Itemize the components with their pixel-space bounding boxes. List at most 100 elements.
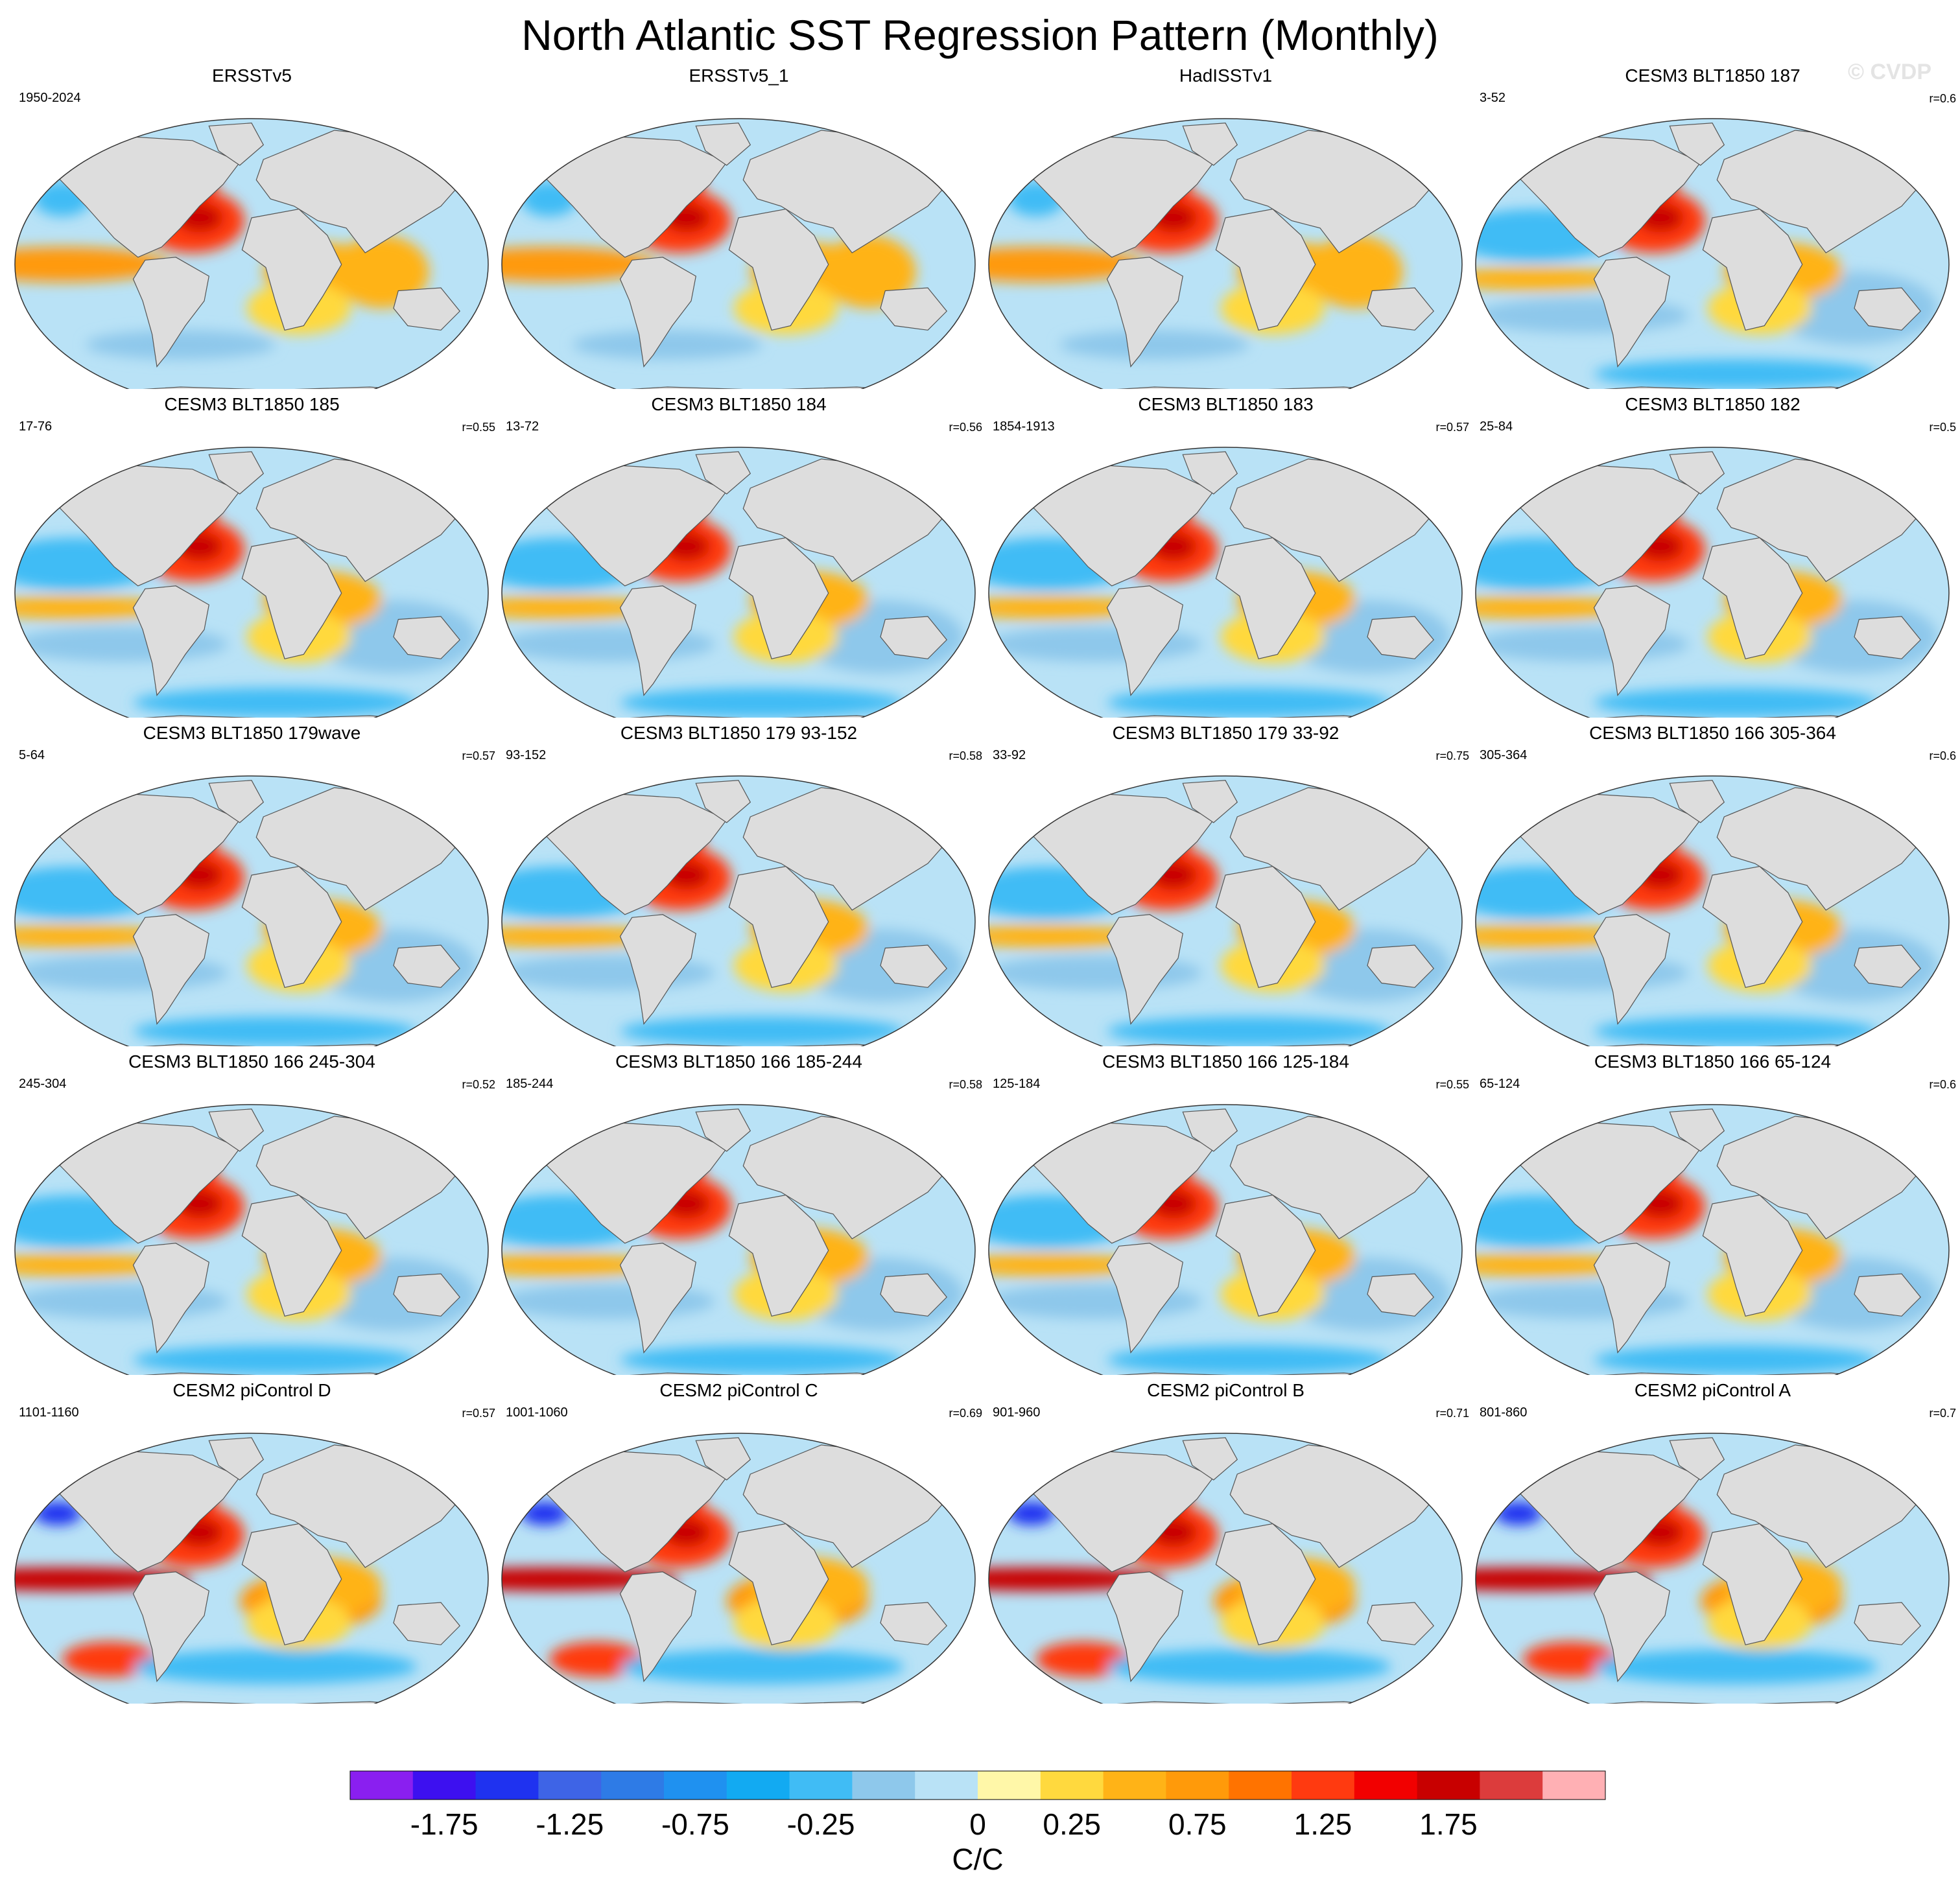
land-africa — [728, 865, 829, 989]
map-panel: ERSSTv5_1 — [495, 65, 982, 389]
land-north-america — [1518, 1121, 1701, 1244]
land-africa — [728, 208, 829, 331]
land-antarctica — [86, 1701, 442, 1704]
land-south-america — [132, 914, 209, 1025]
map-field — [14, 1433, 489, 1704]
anomaly-region — [1594, 359, 1878, 389]
panel-title: CESM3 BLT1850 166 305-364 — [1589, 723, 1836, 743]
anomaly-region — [989, 924, 1143, 948]
anomaly-region — [15, 1253, 169, 1277]
map-field — [988, 1433, 1463, 1704]
anomaly-region — [15, 247, 169, 282]
map-border — [501, 447, 976, 718]
map-field — [501, 1104, 976, 1375]
land-africa — [1215, 865, 1316, 989]
map-border — [988, 447, 1463, 718]
anomaly-region — [502, 596, 656, 620]
land-antarctica — [573, 1701, 928, 1704]
anomaly-region — [133, 1649, 418, 1684]
land-africa — [728, 537, 829, 660]
land-australia — [1367, 1273, 1435, 1317]
colorbar-swatch — [915, 1771, 978, 1800]
map-panel: CESM2 piControl D 1101-1160 r=0.57 — [8, 1379, 495, 1704]
anomaly-region — [620, 1345, 904, 1375]
land-australia — [1854, 616, 1922, 659]
map-field — [988, 775, 1463, 1046]
panel-correlation: r=0.6 — [1929, 92, 1956, 105]
map-border — [988, 1433, 1463, 1704]
land-south-america — [619, 585, 696, 696]
anomaly-region — [620, 1649, 904, 1684]
land-north-america — [1518, 793, 1701, 915]
panel-title: CESM3 BLT1850 179 93-152 — [620, 723, 858, 743]
map-border — [14, 1104, 489, 1375]
colorbar-outline — [349, 1770, 1606, 1800]
map-panel: CESM3 BLT1850 185 17-76 r=0.55 — [8, 393, 495, 718]
colorbar-tick-label: 0.25 — [1043, 1807, 1101, 1841]
colorbar-swatch — [789, 1771, 853, 1800]
panel-title: CESM3 BLT1850 166 185-244 — [615, 1051, 862, 1072]
land-africa — [728, 1194, 829, 1317]
land-australia — [393, 1602, 461, 1645]
panel-title: HadISSTv1 — [1179, 65, 1273, 86]
map-panel: CESM3 BLT1850 179wave 5-64 r=0.57 — [8, 722, 495, 1046]
land-greenland — [208, 1437, 265, 1481]
map-panel: CESM2 piControl C 1001-1060 r=0.69 — [495, 1379, 982, 1704]
anomaly-region — [502, 247, 656, 282]
land-south-america — [1106, 257, 1183, 368]
anomaly-region — [573, 330, 762, 360]
panel-correlation: r=0.58 — [949, 1078, 982, 1091]
land-greenland — [208, 1109, 265, 1152]
anomaly-region — [1594, 1345, 1878, 1375]
land-antarctica — [573, 1044, 928, 1046]
land-antarctica — [1059, 1044, 1415, 1046]
land-antarctica — [1546, 386, 1902, 389]
colorbar-swatch — [475, 1771, 539, 1800]
panel-years: 5-64 — [19, 748, 45, 762]
panel-title: CESM2 piControl D — [172, 1380, 331, 1400]
panel-years: 801-860 — [1480, 1405, 1528, 1420]
land-greenland — [695, 123, 751, 166]
land-south-america — [132, 585, 209, 696]
land-africa — [241, 865, 342, 989]
land-greenland — [695, 451, 751, 495]
map-border — [1475, 118, 1950, 389]
land-africa — [1215, 1523, 1316, 1646]
map-border — [1475, 1433, 1950, 1704]
panel-title: CESM3 BLT1850 179wave — [143, 723, 361, 743]
anomaly-region — [989, 1253, 1143, 1277]
land-greenland — [695, 1437, 751, 1481]
land-greenland — [1669, 451, 1725, 495]
colorbar-swatch — [538, 1771, 602, 1800]
panel-years: 1101-1160 — [19, 1405, 79, 1420]
panel-correlation: r=0.56 — [949, 421, 982, 434]
panel-correlation: r=0.57 — [462, 749, 495, 762]
land-greenland — [1182, 780, 1238, 823]
land-antarctica — [86, 386, 442, 389]
land-south-america — [1593, 585, 1670, 696]
land-greenland — [1669, 1109, 1725, 1152]
panel-years: 305-364 — [1480, 748, 1528, 762]
anomaly-region — [1523, 1641, 1618, 1677]
map-field — [501, 775, 976, 1046]
map-border — [14, 1433, 489, 1704]
anomaly-region — [1107, 1345, 1391, 1375]
panel-correlation: r=0.7 — [1929, 1407, 1956, 1420]
land-antarctica — [573, 386, 928, 389]
land-south-america — [1593, 914, 1670, 1025]
map-field — [14, 775, 489, 1046]
land-greenland — [208, 451, 265, 495]
colorbar-swatch — [664, 1771, 727, 1800]
anomaly-region — [1476, 267, 1630, 291]
panel-years: 1001-1060 — [506, 1405, 568, 1420]
land-africa — [1702, 537, 1803, 660]
land-africa — [1702, 1523, 1803, 1646]
land-australia — [1367, 287, 1435, 331]
panel-years: 185-244 — [506, 1077, 554, 1091]
land-africa — [1215, 537, 1316, 660]
land-antarctica — [573, 715, 928, 718]
panel-years: 1950-2024 — [19, 91, 81, 105]
map-border — [14, 118, 489, 389]
land-australia — [880, 1602, 948, 1645]
land-australia — [1367, 944, 1435, 988]
